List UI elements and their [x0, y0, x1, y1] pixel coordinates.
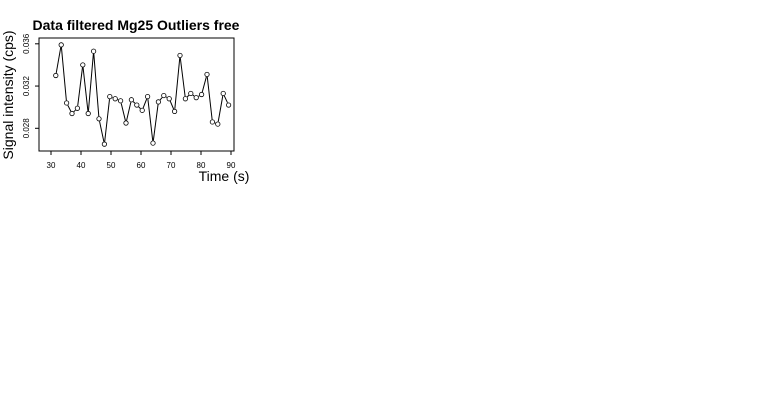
series-segment: [82, 67, 89, 111]
data-point: [209, 119, 215, 125]
data-point: [101, 141, 108, 147]
x-tick-label: 50: [107, 161, 116, 170]
x-tick-label: 70: [167, 161, 176, 170]
x-tick-label: 90: [227, 161, 236, 170]
series-segment: [179, 57, 186, 97]
data-point: [226, 102, 232, 108]
data-point: [177, 52, 183, 59]
data-point: [161, 92, 167, 99]
series-segment: [169, 100, 175, 110]
data-point: [64, 100, 70, 106]
series-segment: [201, 76, 207, 93]
data-point: [128, 97, 134, 103]
series-segment: [67, 105, 72, 112]
series-segment: [55, 47, 62, 74]
series-segment: [120, 103, 126, 121]
data-point: [96, 116, 102, 122]
data-point: [134, 102, 140, 108]
series-segment: [87, 53, 94, 111]
x-tick-label: 80: [197, 161, 206, 170]
data-point: [139, 107, 145, 113]
series-segment: [159, 97, 163, 101]
x-axis-label: Time (s): [199, 168, 250, 184]
data-point: [172, 108, 178, 114]
data-point: [107, 94, 113, 100]
data-point: [53, 72, 59, 79]
data-point: [74, 105, 81, 111]
series-segment: [198, 95, 200, 97]
data-point: [182, 96, 188, 102]
series-segment: [77, 67, 83, 106]
series-segment: [138, 106, 141, 109]
series-segment: [60, 47, 67, 101]
x-tick-label: 30: [47, 161, 56, 170]
series-segment: [223, 95, 228, 103]
y-tick-label: 0.032: [22, 75, 31, 96]
data-point: [220, 90, 226, 97]
data-point: [204, 71, 210, 78]
series-segment: [142, 98, 148, 109]
series-segment: [206, 76, 213, 120]
series-segment: [73, 109, 76, 113]
data-point: [91, 48, 97, 54]
x-tick-label: 40: [77, 161, 86, 170]
data-point: [58, 42, 64, 48]
series-segment: [174, 57, 181, 109]
data-point: [193, 95, 199, 101]
series-segment: [126, 102, 132, 121]
data-point: [118, 98, 124, 104]
series-segment: [132, 101, 136, 104]
y-tick-label: 0.036: [22, 33, 31, 54]
data-point: [145, 94, 151, 100]
series-segment: [152, 104, 159, 141]
data-point: [188, 90, 194, 97]
series-segment: [104, 99, 111, 142]
series-segment: [165, 96, 168, 98]
chart-title: Data filtered Mg25 Outliers free: [33, 17, 240, 33]
plot-frame: [38, 37, 235, 152]
series-segment: [217, 95, 224, 122]
series-segment: [93, 53, 100, 117]
x-tick-label: 60: [137, 161, 146, 170]
data-point: [85, 110, 91, 117]
data-point: [199, 91, 205, 98]
y-tick-label: 0.028: [22, 118, 31, 139]
data-point: [166, 96, 172, 102]
data-point: [155, 99, 161, 105]
series-layer: [53, 42, 232, 147]
series-segment: [99, 121, 105, 142]
data-point: [69, 110, 75, 117]
data-point: [150, 140, 156, 146]
data-point: [123, 120, 129, 126]
data-point: [215, 121, 221, 127]
x-axis: 30 40 50 60 70 80 90: [47, 151, 236, 170]
series-segment: [192, 94, 195, 97]
series-segment: [186, 94, 190, 98]
y-axis: 0.028 0.032 0.036: [22, 33, 39, 138]
data-point: [80, 62, 86, 68]
y-axis-label: Signal intensity (cps): [0, 30, 16, 159]
series-segment: [147, 99, 154, 141]
data-point: [112, 96, 118, 102]
